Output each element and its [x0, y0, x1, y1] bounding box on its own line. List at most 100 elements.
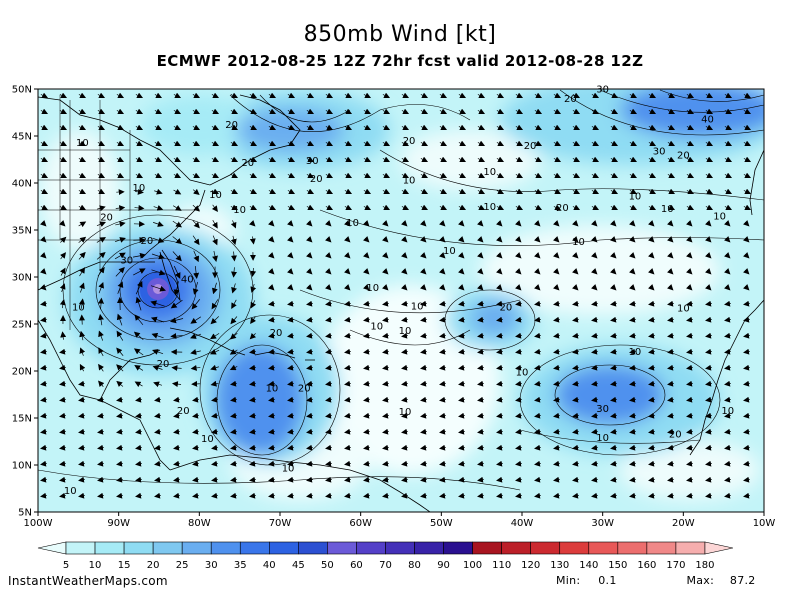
- wind-arrow: [610, 300, 618, 307]
- wind-arrow: [610, 428, 618, 435]
- wind-arrow: [98, 330, 104, 341]
- wind-arrow: [287, 380, 295, 387]
- wind-arrow: [477, 140, 486, 147]
- wind-arrow: [116, 92, 125, 99]
- contour-label: 10: [399, 326, 412, 337]
- wind-arrow: [724, 188, 733, 195]
- contour-label: 40: [701, 115, 714, 126]
- wind-arrow: [534, 188, 543, 195]
- wind-arrow: [287, 428, 295, 435]
- wind-arrow: [78, 188, 87, 195]
- wind-arrow: [401, 236, 408, 243]
- wind-arrow: [212, 250, 218, 262]
- wind-arrow: [78, 444, 86, 451]
- wind-arrow: [439, 92, 448, 99]
- wind-arrow: [78, 172, 87, 179]
- wind-arrow: [40, 396, 48, 403]
- plot-frame: [37, 88, 765, 513]
- wind-arrow: [306, 300, 314, 307]
- wind-arrow: [344, 396, 352, 403]
- wind-arrow: [743, 476, 751, 483]
- wind-arrow: [496, 156, 505, 163]
- wind-arrow: [268, 492, 276, 499]
- colorbar-label: 160: [637, 560, 656, 571]
- wind-arrow: [401, 156, 410, 163]
- wind-arrow: [268, 220, 275, 227]
- wind-arrow: [610, 332, 618, 339]
- wind-arrow: [116, 313, 123, 326]
- wind-arrow: [724, 364, 732, 371]
- wind-arrow: [154, 188, 163, 195]
- wind-arrow: [534, 332, 542, 339]
- contour-label: 30: [653, 147, 666, 158]
- wind-arrow: [743, 348, 751, 355]
- wind-arrow: [724, 412, 732, 419]
- wind-arrow: [154, 428, 162, 435]
- wind-arrow: [477, 172, 486, 179]
- contour-label: 10: [677, 304, 690, 315]
- wind-arrow: [496, 316, 504, 323]
- wind-arrow: [97, 108, 106, 115]
- wind-arrow: [610, 204, 619, 211]
- wind-arrow: [572, 364, 580, 371]
- wind-arrow: [534, 412, 542, 419]
- wind-arrow: [553, 492, 561, 499]
- wind-arrow: [59, 156, 68, 163]
- wind-arrow: [382, 316, 390, 323]
- wind-arrow: [40, 332, 48, 339]
- wind-arrow: [534, 364, 542, 371]
- contour-label: 30: [306, 156, 319, 167]
- wind-arrow: [192, 188, 200, 196]
- wind-arrow: [152, 237, 165, 244]
- wind-arrow: [591, 92, 600, 99]
- wind-arrow: [116, 172, 125, 179]
- wind-arrow: [648, 236, 655, 243]
- wind-arrow: [591, 268, 598, 275]
- wind-arrow: [190, 349, 201, 355]
- wind-arrow: [211, 299, 219, 310]
- wind-arrow: [306, 236, 313, 243]
- wind-arrow: [190, 333, 202, 339]
- wind-arrow: [79, 282, 85, 293]
- wind-arrow: [667, 124, 676, 131]
- contour-label: 10: [483, 202, 496, 213]
- wind-arrow: [648, 300, 656, 307]
- wind-arrow: [648, 172, 657, 179]
- wind-arrow: [439, 460, 447, 467]
- wind-arrow: [97, 172, 106, 179]
- wind-arrow: [724, 460, 732, 467]
- shaded-field: [38, 89, 764, 512]
- wind-arrow: [306, 492, 314, 499]
- wind-arrow: [591, 316, 599, 323]
- colorbar-label: 50: [321, 560, 334, 571]
- wind-arrow: [192, 172, 201, 179]
- wind-arrow: [724, 444, 732, 451]
- wind-arrow: [458, 124, 467, 131]
- wind-arrow: [496, 428, 504, 435]
- wind-arrow: [325, 444, 333, 451]
- wind-arrow: [743, 428, 751, 435]
- wind-arrow: [572, 476, 580, 483]
- wind-arrow: [78, 380, 86, 387]
- wind-arrow: [344, 92, 353, 99]
- wind-arrow: [401, 252, 408, 259]
- wind-arrow: [344, 300, 352, 307]
- wind-arrow: [59, 252, 67, 260]
- wind-arrow: [401, 172, 410, 179]
- wind-arrow: [306, 332, 314, 339]
- wind-arrow: [344, 364, 352, 371]
- wind-arrow: [154, 444, 162, 451]
- wind-arrow: [515, 364, 523, 371]
- wind-arrow: [458, 252, 465, 259]
- wind-arrow: [325, 172, 334, 179]
- wind-arrow: [572, 332, 580, 339]
- wind-arrow: [515, 428, 523, 435]
- wind-arrow: [534, 300, 542, 307]
- wind-arrow: [249, 444, 257, 451]
- wind-arrow: [477, 220, 484, 227]
- wind-arrow: [173, 265, 181, 279]
- wind-arrow: [534, 380, 542, 387]
- wind-arrow: [250, 316, 257, 325]
- wind-arrow: [151, 332, 164, 339]
- wind-arrow: [667, 172, 676, 179]
